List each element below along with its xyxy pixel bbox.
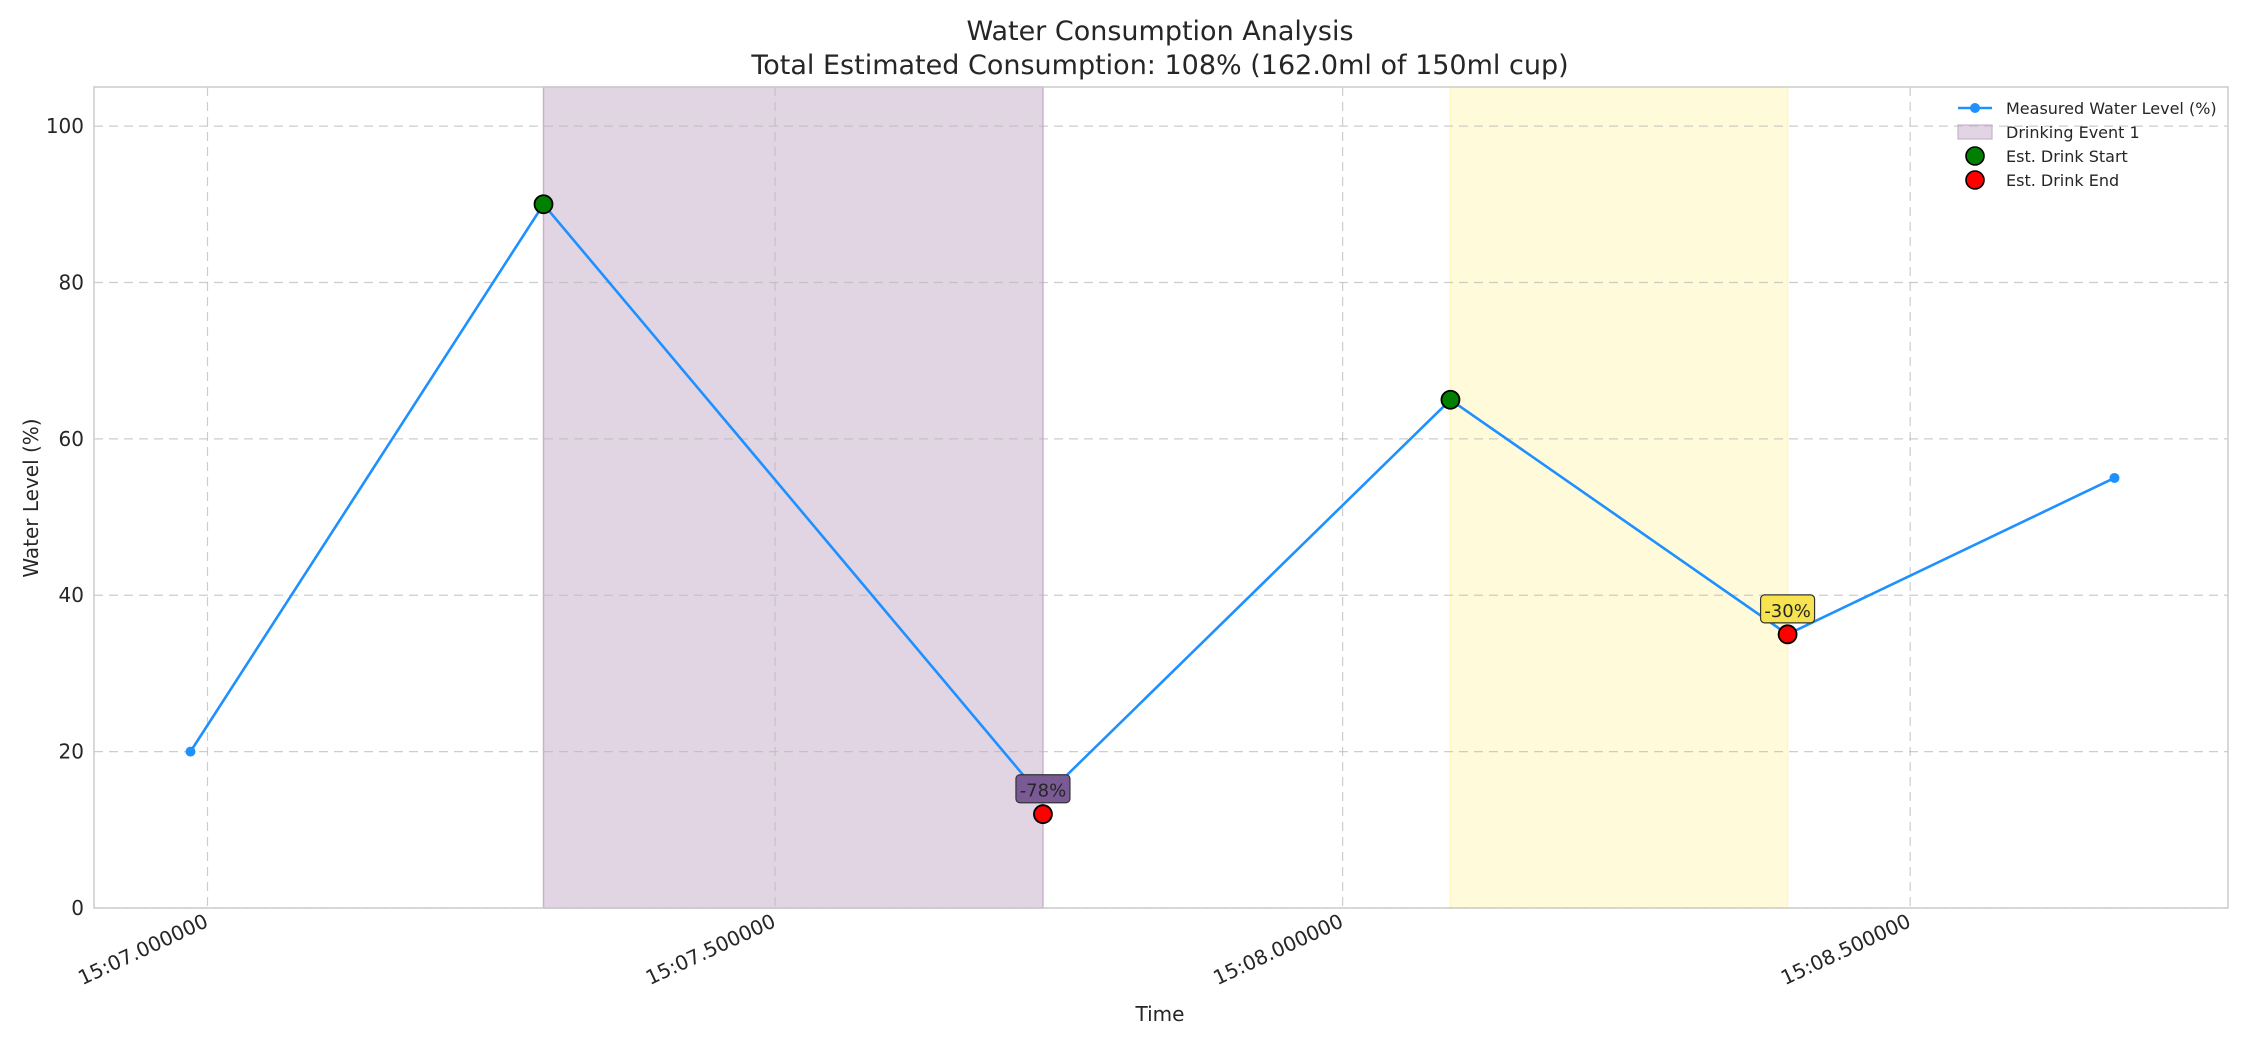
plot-background — [94, 87, 2228, 908]
chart-subtitle: Total Estimated Consumption: 108% (162.0… — [750, 50, 1568, 81]
legend-label-measured: Measured Water Level (%) — [2006, 99, 2217, 118]
drink-start-marker-1 — [533, 194, 554, 215]
legend-label-drink-end: Est. Drink End — [2006, 171, 2119, 190]
series-line-1 — [189, 202, 2116, 800]
series-point-6 — [2109, 472, 2120, 483]
y-tick-label-100: 100 — [46, 114, 84, 138]
y-tick-label-0: 0 — [71, 896, 84, 920]
consumption-label-box-2 — [1759, 594, 1816, 624]
y-tick-label-60: 60 — [59, 427, 84, 451]
x-axis-label: Time — [1135, 1002, 1185, 1026]
legend-span-swatch — [1957, 124, 1993, 140]
y-tick-label-20: 20 — [59, 740, 84, 764]
consumption-label-box-1 — [1015, 774, 1071, 804]
plot-area: 0 20 40 60 80 100 15:07.000000 15:07.500000 15:0… — [46, 86, 2229, 990]
y-tick-label-80: 80 — [59, 270, 84, 294]
y-axis-label: Water Level (%) — [19, 418, 43, 577]
y-tick-label-40: 40 — [59, 583, 84, 607]
legend-label-drink-start: Est. Drink Start — [2006, 147, 2128, 166]
x-tick-label-4: 15:08.500000 — [1777, 909, 1914, 990]
drink-start-marker-2 — [1440, 389, 1461, 410]
series-point-1 — [185, 746, 196, 757]
legend-line-marker — [1970, 103, 1980, 113]
drink-end-marker-2 — [1777, 624, 1798, 645]
plot-frame — [93, 86, 2229, 909]
x-tick-label-2: 15:07.500000 — [642, 909, 779, 990]
x-tick-label-1: 15:07.000000 — [74, 909, 211, 990]
drinking-event-span-1 — [542, 86, 1044, 909]
legend-end-swatch — [1965, 170, 1985, 190]
drinking-event-span-2 — [1449, 86, 1789, 909]
x-tick-label-3: 15:08.000000 — [1209, 909, 1346, 990]
legend-label-drinking-event: Drinking Event 1 — [2006, 123, 2140, 142]
consumption-label-2: -30% — [1764, 601, 1811, 622]
legend-start-swatch — [1965, 146, 1985, 166]
chart-title: Water Consumption Analysis — [966, 16, 1353, 47]
legend: Measured Water Level (%) Drinking Event 1… — [1957, 99, 2217, 190]
drink-end-marker-1 — [1033, 804, 1053, 825]
consumption-label-1: -78% — [1020, 781, 1067, 802]
